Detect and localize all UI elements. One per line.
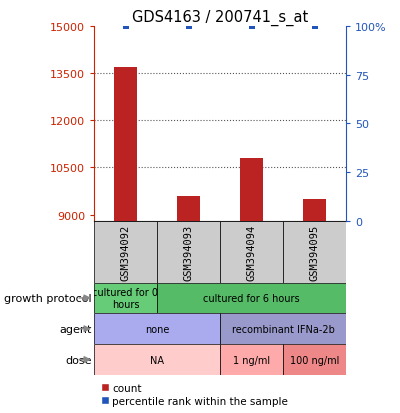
Bar [283,344,346,375]
Bar [283,221,346,283]
Text: none: none [145,324,169,334]
Bar [94,283,157,313]
Bar [220,344,283,375]
Text: growth protocol: growth protocol [4,293,92,303]
Bar [157,283,346,313]
Bar [94,221,157,283]
Bar [240,159,262,221]
Legend: count, percentile rank within the sample: count, percentile rank within the sample [97,379,292,410]
Text: agent: agent [59,324,92,334]
Bar [114,68,136,221]
Text: NA: NA [150,355,164,365]
Text: GSM394095: GSM394095 [310,224,320,280]
Bar [178,196,200,221]
Bar [304,199,326,221]
Bar [94,344,220,375]
Text: GSM394094: GSM394094 [246,224,256,280]
Text: recombinant IFNa-2b: recombinant IFNa-2b [232,324,334,334]
Text: GSM394092: GSM394092 [120,224,130,280]
Bar [220,221,283,283]
Text: GSM394093: GSM394093 [184,224,194,280]
Text: 100 ng/ml: 100 ng/ml [290,355,339,365]
Bar [220,313,346,344]
Text: cultured for 6 hours: cultured for 6 hours [203,293,300,303]
Text: 1 ng/ml: 1 ng/ml [233,355,270,365]
Bar [157,221,220,283]
Text: cultured for 0
hours: cultured for 0 hours [92,287,158,309]
Bar [94,313,220,344]
Text: dose: dose [65,355,92,365]
Title: GDS4163 / 200741_s_at: GDS4163 / 200741_s_at [132,9,308,26]
